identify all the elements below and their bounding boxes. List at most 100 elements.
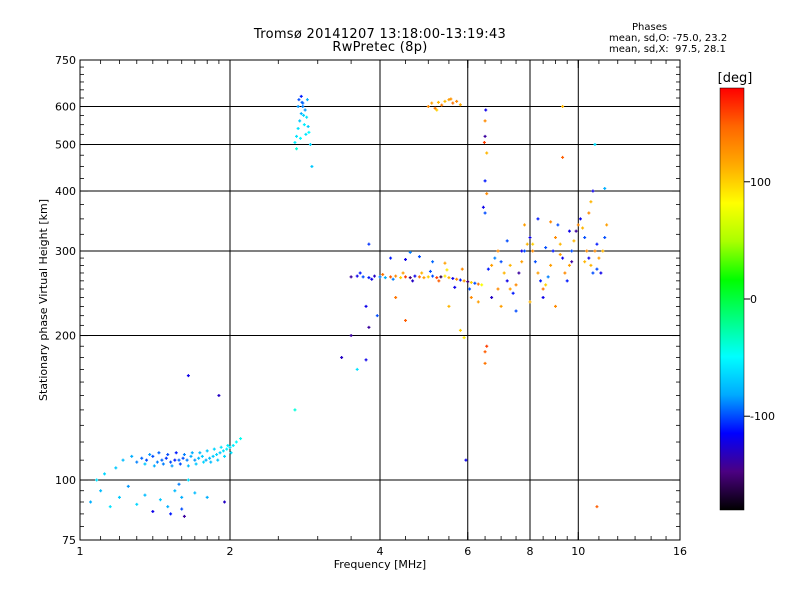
y-tick-label: 600 [55, 101, 76, 114]
data-point [587, 256, 591, 260]
data-point [181, 456, 185, 460]
data-point [490, 263, 494, 267]
data-point [180, 495, 184, 499]
y-tick-label: 750 [55, 54, 76, 67]
data-point [177, 458, 181, 462]
data-point [601, 249, 605, 253]
data-point [302, 113, 306, 117]
data-point [431, 274, 435, 278]
data-point [383, 276, 387, 280]
data-point [420, 271, 424, 275]
data-point [430, 101, 434, 105]
data-point [403, 318, 407, 322]
data-point [595, 267, 599, 271]
data-point [361, 275, 365, 279]
data-point [189, 454, 193, 458]
data-point [340, 355, 344, 359]
data-point [202, 460, 206, 464]
data-point [190, 451, 194, 455]
data-point [403, 258, 407, 262]
colorbar-tick-label: 0 [750, 293, 757, 306]
data-point [511, 291, 515, 295]
data-point [228, 445, 232, 449]
y-tick-label: 300 [55, 245, 76, 258]
data-point [307, 130, 311, 134]
data-point [428, 269, 432, 273]
data-point [551, 249, 555, 253]
data-point [541, 296, 545, 300]
data-point [164, 456, 168, 460]
phases-stats-o-mode: mean, sd,O: -75.0, 23.2 [609, 33, 728, 44]
data-point [449, 97, 453, 101]
data-point [493, 256, 497, 260]
data-point [483, 179, 487, 183]
data-point [209, 460, 213, 464]
data-point [482, 140, 486, 144]
data-point [295, 147, 299, 151]
data-point [520, 249, 524, 253]
data-point [593, 143, 597, 147]
data-point [505, 239, 509, 243]
data-point [561, 256, 565, 260]
data-point [223, 500, 227, 504]
data-point [565, 279, 569, 283]
colorbar-label: [deg] [718, 71, 753, 86]
data-point [296, 126, 300, 130]
data-point [355, 274, 359, 278]
y-tick-label: 500 [55, 139, 76, 152]
data-point [152, 464, 156, 468]
data-point [447, 276, 451, 280]
data-point [561, 105, 565, 109]
data-point [431, 260, 435, 264]
y-tick-label: 400 [55, 185, 76, 198]
data-point [300, 100, 304, 104]
colorbar-ticks: -100 0 100 [744, 176, 775, 423]
data-point [225, 447, 229, 451]
data-point [121, 458, 125, 462]
data-points [89, 94, 609, 518]
data-point [508, 287, 512, 291]
data-point [239, 437, 243, 441]
data-point [173, 458, 177, 462]
data-point [447, 304, 451, 308]
data-point [182, 514, 186, 518]
data-point [381, 273, 385, 277]
data-point [443, 261, 447, 265]
data-point [469, 280, 473, 284]
data-point [481, 205, 485, 209]
data-point [523, 223, 527, 227]
data-point [193, 491, 197, 495]
data-point [212, 447, 216, 451]
data-point [578, 217, 582, 221]
data-point [417, 255, 421, 259]
x-tick-label: 10 [571, 545, 585, 558]
data-point [514, 309, 518, 313]
data-point [485, 151, 489, 155]
data-point [460, 267, 464, 271]
data-point [364, 358, 368, 362]
phases-stats-x-mode: mean, sd,X: 97.5, 28.1 [609, 44, 726, 55]
data-point [483, 211, 487, 215]
data-point [160, 458, 164, 462]
data-point [215, 453, 219, 457]
x-tick-label: 16 [673, 545, 687, 558]
data-point [231, 444, 235, 448]
data-point [539, 279, 543, 283]
data-point [483, 350, 487, 354]
data-point [435, 276, 439, 280]
data-point [502, 271, 506, 275]
data-point [499, 304, 503, 308]
data-point [296, 105, 300, 109]
data-point [531, 249, 535, 253]
data-point [177, 482, 181, 486]
data-point [299, 112, 303, 116]
data-point [437, 279, 441, 283]
data-point [375, 314, 379, 318]
data-point [603, 186, 607, 190]
data-point [367, 325, 371, 329]
data-point [528, 300, 532, 304]
data-point [389, 256, 393, 260]
data-point [169, 512, 173, 516]
data-point [355, 367, 359, 371]
